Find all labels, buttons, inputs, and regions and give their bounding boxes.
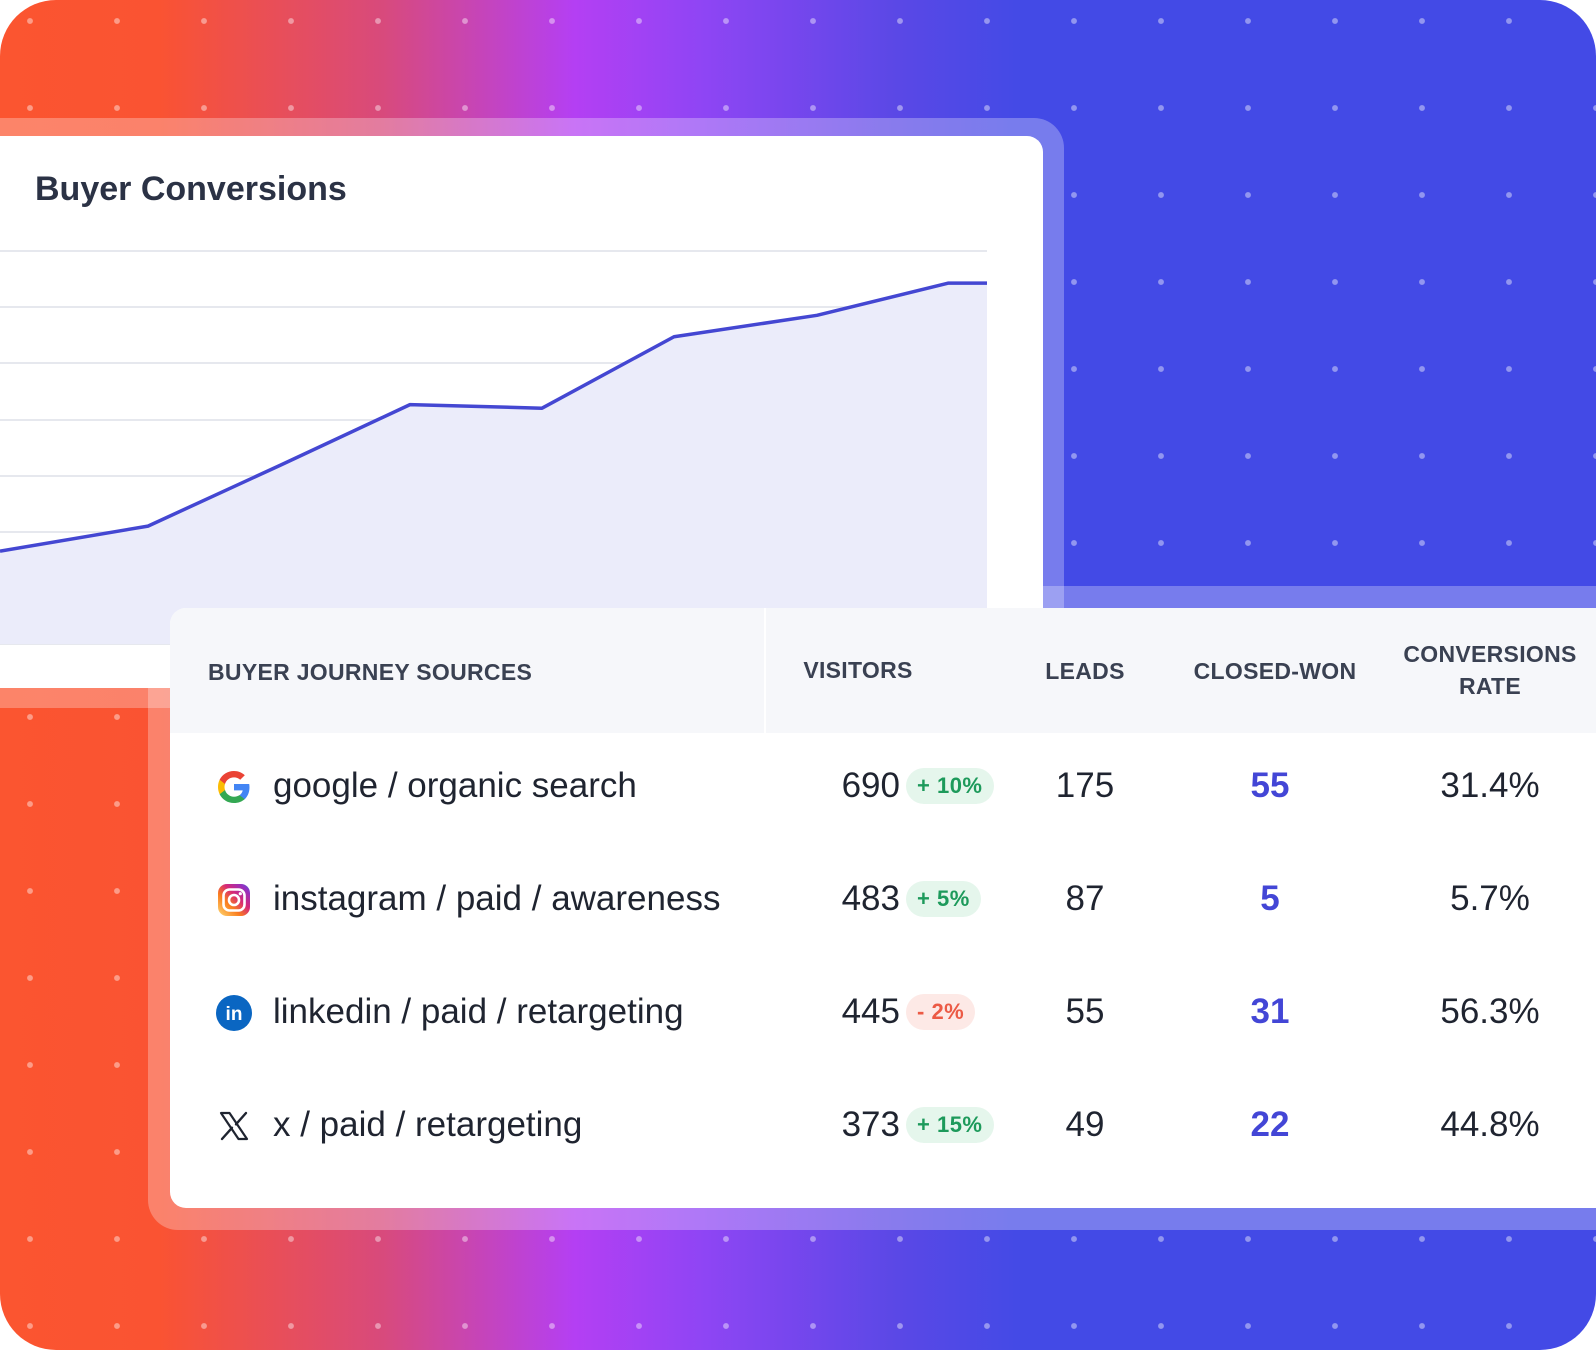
header-conversions-rate-line2: RATE xyxy=(1458,673,1522,699)
instagram-icon xyxy=(218,884,250,916)
visitors-value: 445 xyxy=(841,992,900,1031)
change-badge: + 15% xyxy=(906,1107,994,1143)
table-row[interactable]: instagram / paid / awareness 483 + 5% 87… xyxy=(170,843,1596,956)
chart-title: Buyer Conversions xyxy=(35,170,347,208)
change-badge: - 2% xyxy=(906,994,976,1030)
header-leads[interactable]: LEADS xyxy=(1045,658,1125,684)
conversion-rate-value: 31.4% xyxy=(1440,766,1540,805)
header-conversions-rate[interactable]: CONVERSIONS RATE xyxy=(1390,638,1590,702)
table-row[interactable]: x / paid / retargeting 373 + 15% 49 22 4… xyxy=(170,1069,1596,1182)
header-metrics-cell xyxy=(766,608,1596,733)
conversion-rate-value: 56.3% xyxy=(1440,992,1540,1031)
google-icon xyxy=(218,771,250,803)
closed-won-value: 31 xyxy=(1250,992,1290,1031)
buyer-conversions-card: Buyer Conversions xyxy=(0,136,1043,688)
table-row[interactable]: google / organic search 690 + 10% 175 55… xyxy=(170,730,1596,843)
buyer-journey-table: BUYER JOURNEY SOURCES VISITORS LEADS CLO… xyxy=(170,608,1596,1208)
header-conversions-rate-line1: CONVERSIONS xyxy=(1403,641,1577,667)
change-badge: + 10% xyxy=(906,768,994,804)
buyer-conversions-chart xyxy=(0,250,988,645)
conversion-rate-value: 5.7% xyxy=(1450,879,1530,918)
header-visitors[interactable]: VISITORS xyxy=(803,657,913,683)
x-icon xyxy=(219,1111,249,1141)
header-closed-won[interactable]: CLOSED-WON xyxy=(1193,658,1357,684)
header-buyer-journey-sources[interactable]: BUYER JOURNEY SOURCES xyxy=(208,659,533,685)
leads-value: 175 xyxy=(1055,766,1115,805)
closed-won-value: 22 xyxy=(1250,1105,1290,1144)
source-label: instagram / paid / awareness xyxy=(273,879,721,918)
chart-area-fill xyxy=(0,283,987,644)
source-label: linkedin / paid / retargeting xyxy=(273,992,684,1031)
change-badge: + 5% xyxy=(906,881,981,917)
linkedin-icon: in xyxy=(216,995,252,1031)
conversion-rate-value: 44.8% xyxy=(1440,1105,1540,1144)
visitors-value: 483 xyxy=(841,879,900,918)
source-label: google / organic search xyxy=(273,766,637,805)
table-header: BUYER JOURNEY SOURCES VISITORS LEADS CLO… xyxy=(170,608,1596,733)
closed-won-value: 5 xyxy=(1260,879,1280,918)
leads-value: 49 xyxy=(1065,1105,1105,1144)
visitors-value: 373 xyxy=(841,1105,900,1144)
source-label: x / paid / retargeting xyxy=(273,1105,583,1144)
closed-won-value: 55 xyxy=(1250,766,1290,805)
leads-value: 87 xyxy=(1065,879,1105,918)
svg-text:in: in xyxy=(226,1004,243,1025)
header-source-cell xyxy=(170,608,764,733)
table-row[interactable]: in linkedin / paid / retargeting 445 - 2… xyxy=(170,956,1596,1069)
leads-value: 55 xyxy=(1065,992,1105,1031)
visitors-value: 690 xyxy=(841,766,900,805)
